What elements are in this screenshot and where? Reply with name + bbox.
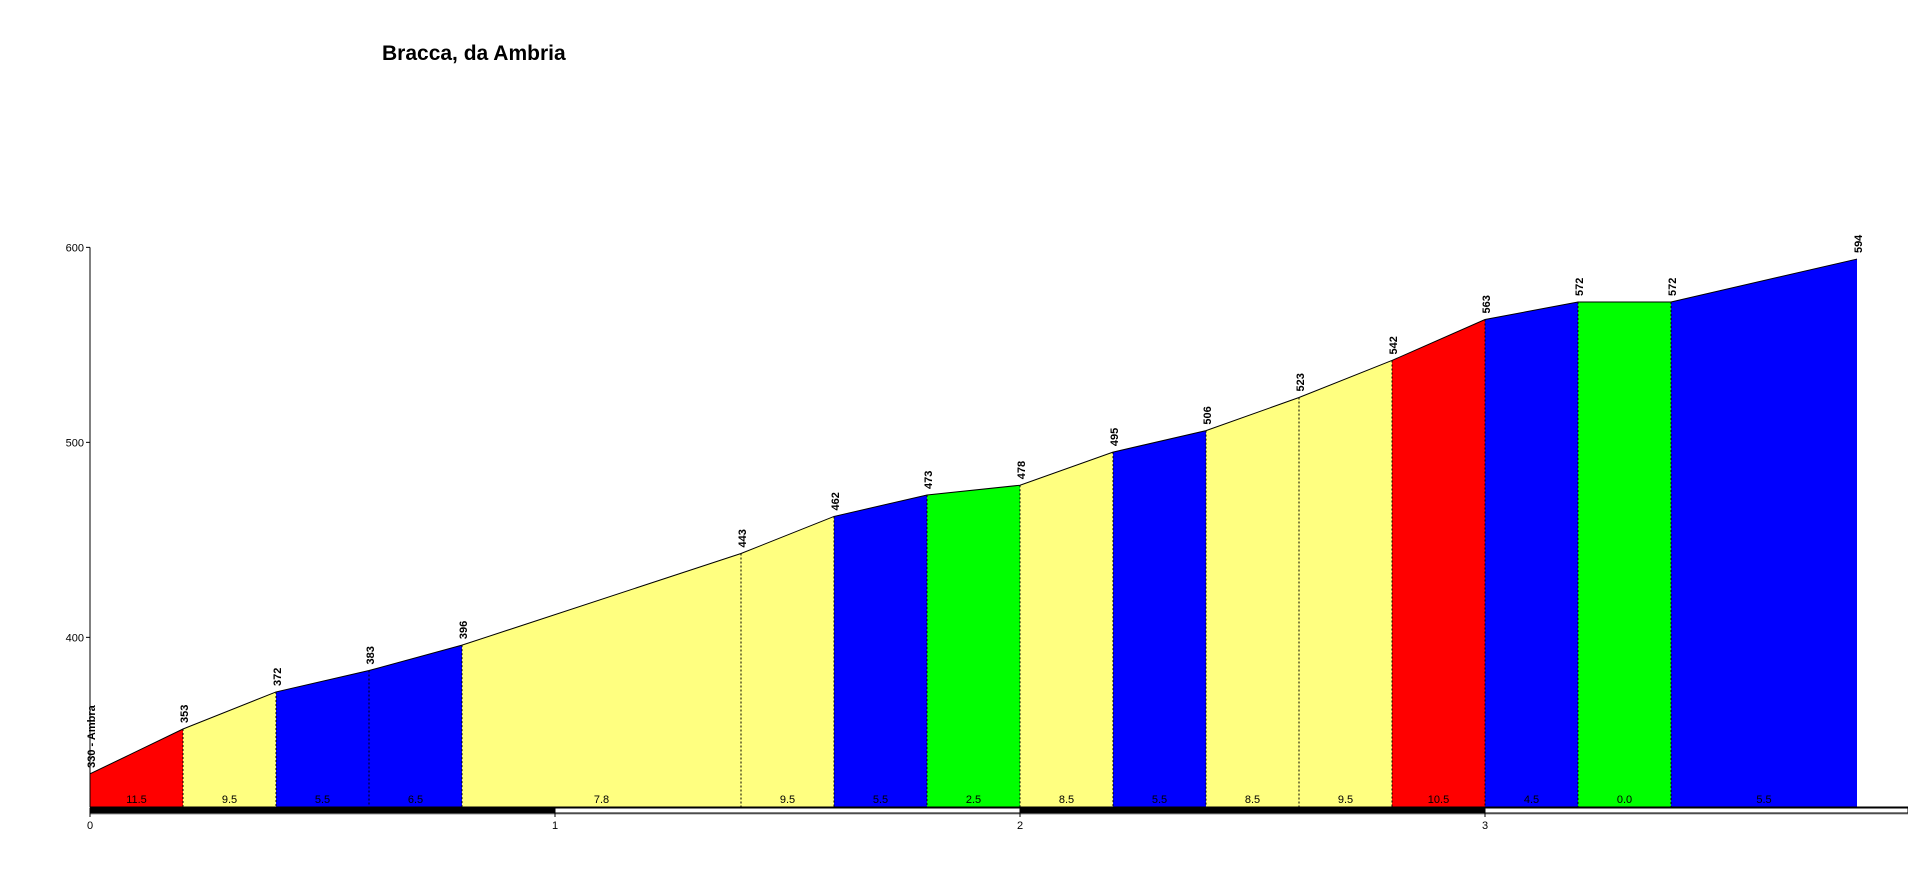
gradient-label-14: 0.0: [1617, 794, 1632, 806]
profile-segment-12: [1392, 319, 1485, 807]
profile-segment-8: [1020, 452, 1113, 807]
elevation-label-10: 506: [1202, 406, 1214, 424]
profile-segment-3: [369, 645, 462, 807]
gradient-label-7: 2.5: [966, 794, 981, 806]
elevation-label-2: 372: [272, 668, 284, 686]
elevation-label-6: 462: [830, 492, 842, 510]
x-tick-label-3: 3: [1482, 820, 1488, 832]
profile-segment-7: [927, 485, 1020, 807]
profile-segment-9: [1113, 430, 1206, 807]
gradient-label-0: 11.5: [126, 794, 147, 806]
km-bar-2: [1019, 807, 1486, 814]
profile-segment-4: [462, 553, 741, 807]
profile-segment-2: [276, 670, 369, 807]
y-tick-label-1: 500: [66, 437, 84, 449]
km-bar-1: [554, 807, 1021, 814]
elevation-label-14: 572: [1574, 278, 1586, 296]
x-tick-label-0: 0: [87, 820, 93, 832]
gradient-label-4: 7.8: [594, 794, 609, 806]
gradient-label-2: 5.5: [315, 794, 330, 806]
profile-segment-15: [1671, 259, 1857, 807]
profile-segment-5: [741, 516, 834, 807]
y-axis: 400 500 600: [66, 242, 91, 807]
x-tick-label-1: 1: [552, 820, 558, 832]
y-tick-label-0: 400: [66, 632, 84, 644]
elevation-label-16: 594: [1853, 234, 1865, 253]
gradient-label-5: 9.5: [780, 794, 795, 806]
elevation-label-8: 478: [1016, 461, 1028, 479]
elevation-label-0: 330 - Ambra: [86, 704, 98, 767]
elevation-label-5: 443: [737, 529, 749, 547]
gradient-label-10: 8.5: [1245, 794, 1260, 806]
km-bar-3: [1484, 807, 1908, 814]
elevation-labels: 330 - Ambra 353 372 383 396 443 462 473 478 495 50…: [86, 234, 1865, 768]
elevation-label-9: 495: [1109, 428, 1121, 446]
y-tick-label-2: 600: [66, 242, 84, 254]
elevation-label-15: 572: [1667, 278, 1679, 296]
x-tick-label-2: 2: [1017, 820, 1023, 832]
elevation-label-3: 383: [365, 646, 377, 664]
elevation-label-13: 563: [1481, 295, 1493, 313]
profile-outline: [89, 258, 1858, 775]
profile-segment-14: [1578, 301, 1671, 807]
elevation-label-12: 542: [1388, 336, 1400, 354]
elevation-label-7: 473: [923, 471, 935, 489]
gradient-label-6: 5.5: [873, 794, 888, 806]
profile-segment-11: [1299, 360, 1392, 807]
x-axis: 0 1 2 3: [87, 806, 1908, 832]
profile-segment-10: [1206, 397, 1299, 807]
gradient-label-13: 4.5: [1524, 794, 1539, 806]
profile-segments: [90, 259, 1857, 807]
elevation-label-11: 523: [1295, 373, 1307, 391]
segment-dividers: [182, 301, 1672, 807]
gradient-label-12: 10.5: [1428, 794, 1449, 806]
elevation-label-1: 353: [179, 705, 191, 723]
gradient-label-11: 9.5: [1338, 794, 1353, 806]
profile-segment-1: [183, 691, 276, 807]
gradient-labels: 11.5 9.5 5.5 6.5 7.8 9.5 5.5 2.5 8.5 5.5 8.5 9.5 10.…: [126, 794, 1771, 806]
elevation-label-4: 396: [458, 621, 470, 639]
gradient-label-1: 9.5: [222, 794, 237, 806]
gradient-label-15: 5.5: [1756, 794, 1771, 806]
profile-segment-6: [834, 495, 927, 807]
profile-segment-13: [1485, 301, 1578, 807]
gradient-label-8: 8.5: [1059, 794, 1074, 806]
profile-segment-0: [90, 729, 183, 807]
chart-title: Bracca, da Ambria: [382, 42, 566, 65]
km-bar-0: [89, 807, 556, 814]
profile-line: [89, 258, 1858, 775]
gradient-label-9: 5.5: [1152, 794, 1167, 806]
gradient-label-3: 6.5: [408, 794, 423, 806]
